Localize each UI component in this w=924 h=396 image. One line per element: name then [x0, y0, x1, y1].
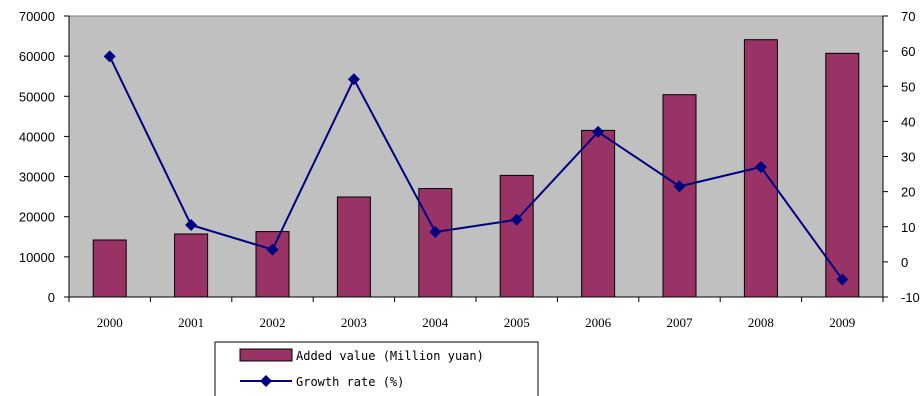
bar-2009: [825, 52, 860, 298]
x-tick-label-2001: 2001: [178, 315, 204, 330]
bar-2001: [174, 233, 209, 298]
growth-point-2004: [429, 226, 442, 239]
legend: Added value (Million yuan) Growth rate (…: [214, 341, 539, 396]
right-axis-tick-labels: -10 0 10 20 30 40 50 60 70: [901, 9, 920, 305]
right-tick-label-70: 70: [901, 9, 915, 24]
left-tick-label-50000: 50000: [19, 89, 55, 104]
x-tick-label-2006: 2006: [585, 315, 612, 330]
right-tick-label-10: 10: [901, 220, 915, 235]
growth-point-2007: [673, 180, 686, 193]
line-series-group: [103, 50, 849, 286]
right-tick-label--10: -10: [901, 290, 920, 305]
x-tick-label-2007: 2007: [667, 315, 694, 330]
left-axis-tick-labels: 0 10000 20000 30000 40000 50000 60000 70000: [19, 9, 55, 305]
growth-rate-line: [108, 55, 844, 280]
growth-point-2006: [592, 125, 605, 138]
x-tick-label-2002: 2002: [260, 315, 286, 330]
x-tick-label-2009: 2009: [829, 315, 855, 330]
growth-point-2005: [510, 213, 523, 226]
right-tick-label-30: 30: [901, 150, 915, 165]
x-tick-label-2005: 2005: [504, 315, 530, 330]
right-tick-label-50: 50: [901, 79, 915, 94]
bar-2002: [255, 231, 290, 298]
right-tick-label-60: 60: [901, 44, 915, 59]
bar-2007: [662, 94, 697, 298]
legend-label-bar: Added value (Million yuan): [296, 349, 484, 363]
legend-label-line: Growth rate (%): [296, 375, 404, 389]
x-tick-label-2000: 2000: [97, 315, 123, 330]
growth-point-2002: [266, 243, 279, 256]
growth-point-2001: [185, 218, 198, 231]
right-tick-label-0: 0: [901, 255, 908, 270]
growth-point-2008: [754, 161, 767, 174]
bar-2004: [418, 188, 453, 298]
left-tick-label-40000: 40000: [19, 129, 55, 144]
left-tick-label-0: 0: [48, 290, 55, 305]
left-tick-label-60000: 60000: [19, 49, 55, 64]
growth-point-2003: [347, 73, 360, 86]
x-axis-tick-labels: 2000 2001 2002 2003 2004 2005 2006 2007 2008 2009: [97, 315, 856, 330]
bar-2005: [499, 174, 534, 298]
left-tick-label-20000: 20000: [19, 210, 55, 225]
bar-2003: [336, 196, 371, 298]
x-tick-label-2008: 2008: [748, 315, 774, 330]
left-tick-label-10000: 10000: [19, 250, 55, 265]
legend-swatch-bar: [239, 348, 293, 362]
bar-2000: [92, 239, 127, 298]
left-tick-label-70000: 70000: [19, 9, 55, 24]
x-tick-label-2004: 2004: [422, 315, 449, 330]
bar-2006: [581, 129, 616, 298]
left-tick-label-30000: 30000: [19, 170, 55, 185]
growth-point-2009: [836, 273, 849, 286]
growth-point-2000: [103, 50, 116, 63]
legend-swatch-marker: [260, 375, 272, 387]
axes-group: [64, 15, 888, 302]
bars-group: [92, 39, 860, 298]
right-tick-label-40: 40: [901, 114, 915, 129]
x-tick-label-2003: 2003: [341, 315, 367, 330]
right-tick-label-20: 20: [901, 185, 915, 200]
